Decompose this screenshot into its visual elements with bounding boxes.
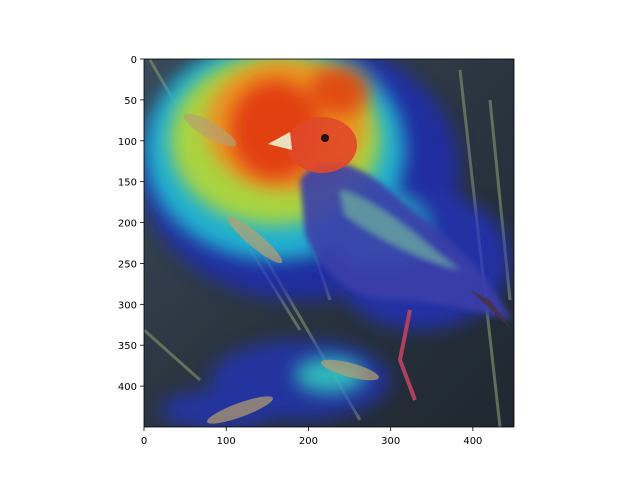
y-tick-label: 400 [118,382,137,393]
y-axis: 0 50 100 150 200 250 300 350 400 [118,55,144,393]
y-tick-label: 300 [118,300,137,311]
y-tick-label: 50 [124,96,137,107]
x-axis: 0 100 200 300 400 [141,427,482,447]
plot-area [144,59,514,427]
x-tick-label: 300 [381,436,400,447]
y-tick-label: 100 [118,137,137,148]
x-tick-label: 0 [141,436,147,447]
y-tick-label: 350 [118,341,137,352]
x-tick-label: 400 [463,436,482,447]
axes-frame [143,58,515,428]
seed-heads [183,113,380,424]
bird [268,117,512,401]
y-tick-label: 200 [118,219,137,230]
x-tick-label: 200 [299,436,318,447]
y-tick-label: 250 [118,259,137,270]
x-tick-label: 100 [217,436,236,447]
y-tick-label: 150 [118,178,137,189]
y-tick-label: 0 [131,55,137,66]
